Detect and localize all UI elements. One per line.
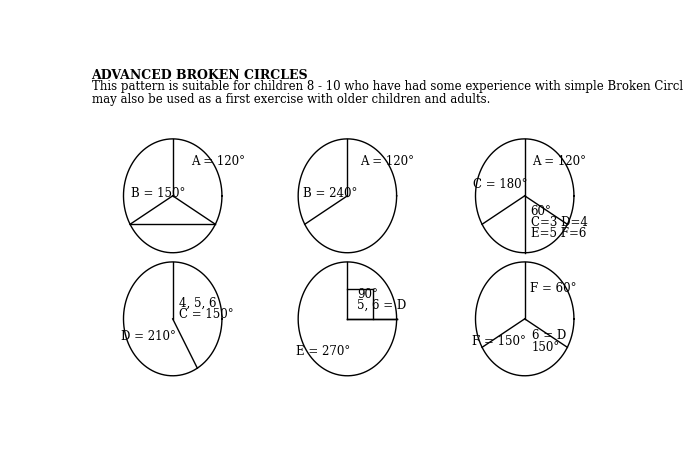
Text: 90°: 90°: [357, 287, 378, 300]
Text: C = 180°: C = 180°: [473, 178, 527, 190]
Text: F = 150°: F = 150°: [471, 334, 525, 347]
Text: E=5 F=6: E=5 F=6: [531, 227, 586, 240]
Text: F = 60°: F = 60°: [529, 281, 576, 295]
Text: B = 240°: B = 240°: [303, 187, 357, 200]
Text: E = 270°: E = 270°: [296, 344, 350, 357]
Text: A = 120°: A = 120°: [191, 155, 245, 168]
Text: ADVANCED BROKEN CIRCLES: ADVANCED BROKEN CIRCLES: [92, 69, 308, 81]
Text: may also be used as a first exercise with older children and adults.: may also be used as a first exercise wit…: [92, 93, 490, 106]
Text: This pattern is suitable for children 8 - 10 who have had some experience with s: This pattern is suitable for children 8 …: [92, 80, 683, 93]
Text: A = 120°: A = 120°: [532, 155, 586, 168]
Text: C = 150°: C = 150°: [179, 307, 234, 320]
Text: 60°: 60°: [531, 204, 551, 217]
Text: C=3 D=4: C=3 D=4: [531, 216, 587, 228]
Text: A = 120°: A = 120°: [360, 155, 414, 168]
Text: 4, 5, 6: 4, 5, 6: [179, 296, 216, 308]
Text: D = 210°: D = 210°: [121, 330, 176, 343]
Text: 6 = D: 6 = D: [532, 328, 566, 342]
Text: 5, 6 = D: 5, 6 = D: [357, 298, 406, 311]
Text: 150°: 150°: [532, 340, 560, 353]
Text: B = 150°: B = 150°: [131, 187, 185, 200]
